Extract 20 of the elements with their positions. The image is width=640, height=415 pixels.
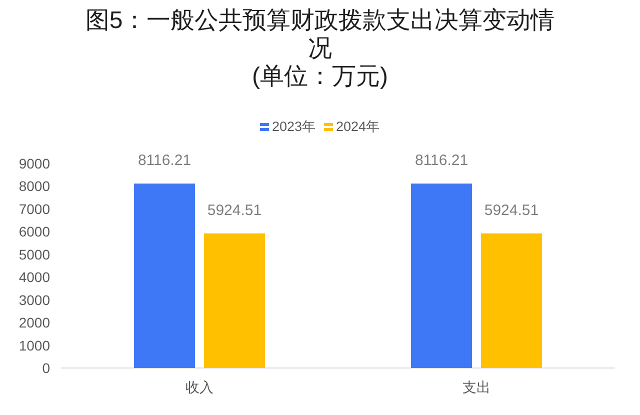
x-tick-label: 收入 [186,379,214,395]
data-label: 5924.51 [207,202,262,219]
y-tick-label: 0 [42,360,50,376]
y-tick-label: 7000 [18,200,50,217]
y-tick-label: 6000 [18,224,50,240]
x-tick-label: 支出 [462,379,490,395]
y-tick-label: 5000 [18,246,50,262]
chart-subtitle: (单位：万元) [252,63,388,90]
y-tick-label: 2000 [18,314,50,331]
y-tick-label: 1000 [18,337,50,354]
chart-title: 图5：一般公共预算财政拨款支出决算变动情况 [84,7,556,63]
y-tick-label: 8000 [18,178,50,194]
data-label: 8116.21 [414,152,468,170]
legend-label: 2024年 [336,119,380,134]
legend-label: 2023年 [272,119,316,134]
y-tick-label: 9000 [18,156,50,172]
y-tick-label: 4000 [18,269,50,286]
data-label: 8116.21 [138,152,192,170]
y-tick-label: 3000 [18,292,50,308]
data-label: 5924.51 [484,202,539,219]
